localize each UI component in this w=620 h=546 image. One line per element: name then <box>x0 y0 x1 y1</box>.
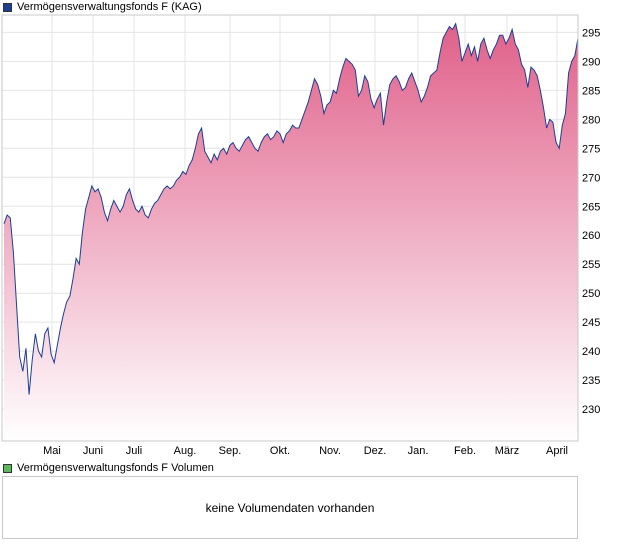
price-line <box>3 22 579 395</box>
x-tick-label: Juni <box>83 445 103 457</box>
y-tick-label: 275 <box>582 143 600 155</box>
price-legend-label: Vermögensverwaltungsfonds F (KAG) <box>17 1 202 13</box>
x-tick-label: Juli <box>126 445 143 457</box>
x-tick-label: Dez. <box>364 445 387 457</box>
y-tick-label: 250 <box>582 288 600 300</box>
volume-legend-swatch <box>3 463 12 473</box>
x-tick-label: Sep. <box>219 445 242 457</box>
x-tick-label: März <box>495 445 519 457</box>
x-axis-ticks: Mai Juni Juli Aug. Sep. Okt. Nov. Dez. Jan. Feb. M… <box>43 445 568 457</box>
price-legend-swatch <box>3 2 12 12</box>
x-tick-label: Feb. <box>454 445 476 457</box>
y-tick-label: 255 <box>582 259 600 271</box>
y-tick-label: 260 <box>582 230 600 242</box>
plot-frame <box>1 14 579 442</box>
y-tick-label: 265 <box>582 201 600 213</box>
price-area <box>4 23 578 441</box>
x-tick-label: Nov. <box>319 445 341 457</box>
x-tick-label: Okt. <box>270 445 290 457</box>
y-axis-ticks: 230 235 240 245 250 255 260 265 270 275 280 285 290 2… <box>582 27 600 416</box>
y-tick-label: 240 <box>582 346 600 358</box>
x-tick-label: Aug. <box>174 445 197 457</box>
volume-legend-label: Vermögensverwaltungsfonds F Volumen <box>17 462 214 474</box>
volume-legend: Vermögensverwaltungsfonds F Volumen <box>3 461 214 475</box>
x-tick-label: Mai <box>43 445 61 457</box>
no-volume-message: keine Volumendaten vorhanden <box>205 500 375 515</box>
y-tick-label: 270 <box>582 172 600 184</box>
x-tick-label: Jan. <box>408 445 429 457</box>
y-tick-label: 235 <box>582 375 600 387</box>
volume-panel: keine Volumendaten vorhanden <box>2 476 578 539</box>
y-tick-label: 290 <box>582 56 600 68</box>
price-legend: Vermögensverwaltungsfonds F (KAG) <box>3 0 202 14</box>
y-tick-label: 230 <box>582 404 600 416</box>
price-chart: 230 235 240 245 250 255 260 265 270 275 280 285 290 2… <box>1 14 600 457</box>
y-tick-label: 295 <box>582 27 600 39</box>
y-tick-label: 285 <box>582 85 600 97</box>
x-tick-label: April <box>546 445 568 457</box>
y-tick-label: 245 <box>582 317 600 329</box>
y-tick-label: 280 <box>582 114 600 126</box>
